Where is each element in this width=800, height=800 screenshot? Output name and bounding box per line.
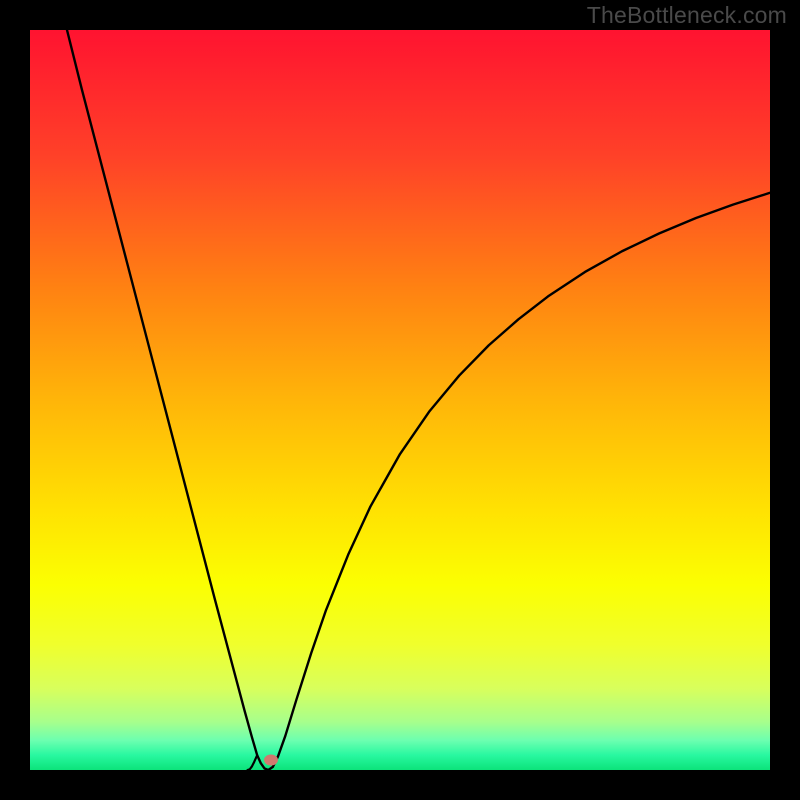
- optimal-point-marker: [264, 754, 278, 765]
- plot-area: [30, 30, 770, 770]
- curve-svg: [30, 30, 770, 770]
- bottleneck-curve-branch: [248, 755, 258, 770]
- chart-container: TheBottleneck.com: [0, 0, 800, 800]
- bottleneck-curve: [67, 30, 770, 770]
- watermark-text: TheBottleneck.com: [587, 2, 787, 29]
